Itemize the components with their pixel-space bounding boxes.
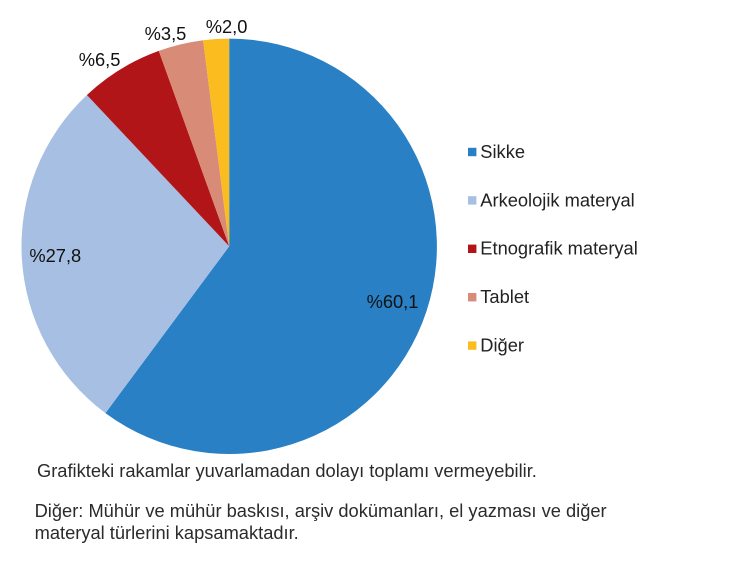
svg-text:Etnografik materyal: Etnografik materyal bbox=[480, 238, 638, 259]
svg-text:Arkeolojik materyal: Arkeolojik materyal bbox=[480, 189, 634, 210]
svg-text:%3,5: %3,5 bbox=[145, 23, 187, 44]
svg-text:Sikke: Sikke bbox=[480, 141, 525, 162]
svg-text:%2,0: %2,0 bbox=[206, 16, 248, 37]
svg-text:Tablet: Tablet bbox=[480, 286, 529, 307]
svg-text:%27,8: %27,8 bbox=[29, 245, 81, 266]
svg-text:%60,1: %60,1 bbox=[367, 291, 419, 312]
svg-text:%6,5: %6,5 bbox=[79, 49, 121, 70]
svg-text:Diğer: Diğer bbox=[480, 335, 524, 356]
